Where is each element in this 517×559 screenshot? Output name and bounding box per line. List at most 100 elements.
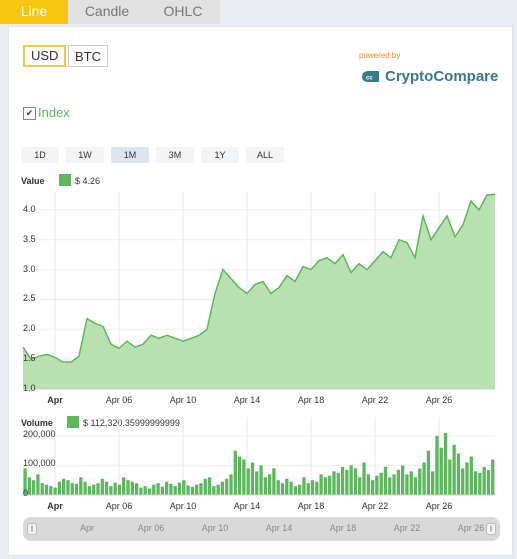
navigator-right-handle[interactable]: || xyxy=(486,523,496,535)
y-tick-label: 200,000 xyxy=(23,428,56,439)
volume-bar xyxy=(439,447,443,495)
x-tick-label: Apr 10 xyxy=(169,395,197,405)
volume-bar xyxy=(66,480,70,495)
volume-bar xyxy=(130,481,134,495)
y-tick-label: 2.0 xyxy=(23,323,36,334)
index-checkbox[interactable]: ✔ xyxy=(23,107,36,120)
volume-bar xyxy=(276,480,280,495)
volume-bar xyxy=(349,465,353,495)
navigator-label: Apr 22 xyxy=(393,523,421,533)
x-tick-label: Apr 18 xyxy=(297,395,325,405)
volume-bar xyxy=(220,481,225,495)
volume-bar xyxy=(62,478,66,495)
navigator-label: Apr 26 xyxy=(457,523,485,533)
volume-bar xyxy=(152,484,156,495)
volume-bar xyxy=(53,487,57,495)
volume-bar xyxy=(156,483,160,495)
volume-bar xyxy=(147,488,152,495)
volume-bar xyxy=(134,483,139,495)
volume-bar xyxy=(456,453,461,495)
volume-bar xyxy=(229,474,233,495)
volume-bar xyxy=(267,474,272,495)
volume-bar xyxy=(113,482,117,495)
range-1d-button[interactable]: 1D xyxy=(21,147,59,163)
navigator-label: Apr 10 xyxy=(201,523,229,533)
price-chart[interactable] xyxy=(9,27,512,555)
range-1y-button[interactable]: 1Y xyxy=(201,147,239,163)
navigator-label: Apr 06 xyxy=(137,523,165,533)
volume-bar xyxy=(379,472,383,495)
volume-bar xyxy=(173,486,177,495)
volume-bar xyxy=(160,486,164,495)
volume-bar xyxy=(207,477,212,495)
range-1w-button[interactable]: 1W xyxy=(66,147,104,163)
volume-bar xyxy=(298,484,302,495)
x-tick-label: Apr xyxy=(47,395,63,405)
volume-bar xyxy=(323,477,328,495)
brand-name: CryptoCompare xyxy=(385,68,499,85)
volume-bar xyxy=(169,483,173,495)
volume-bar xyxy=(70,483,74,495)
y-tick-label: 100,000 xyxy=(23,458,56,469)
x-tick-label: Apr 26 xyxy=(425,501,453,511)
volume-bar xyxy=(186,485,190,495)
x-tick-label: Apr 06 xyxy=(105,501,133,511)
volume-bar xyxy=(190,486,195,495)
volume-bar xyxy=(285,478,289,495)
y-tick-label: 3.5 xyxy=(23,233,36,244)
value-legend-text: $ 4.26 xyxy=(75,176,101,186)
volume-bar xyxy=(405,474,409,495)
volume-bar xyxy=(272,468,276,495)
volume-bar xyxy=(401,465,405,495)
tab-candle[interactable]: Candle xyxy=(84,3,130,19)
volume-bar xyxy=(117,484,122,495)
volume-bar xyxy=(212,486,216,495)
value-legend-label: Value xyxy=(21,176,45,186)
volume-bar xyxy=(177,482,182,495)
y-tick-label: 3.0 xyxy=(23,263,36,274)
volume-bar xyxy=(40,483,44,495)
tab-line[interactable]: Line xyxy=(0,0,68,24)
volume-bar xyxy=(44,484,49,495)
x-tick-label: Apr 18 xyxy=(297,501,325,511)
navigator-scrollbar[interactable]: || || Apr Apr 06 Apr 10 Apr 14 Apr 18 Ap… xyxy=(23,517,500,541)
range-1m-button[interactable]: 1M xyxy=(111,147,149,163)
volume-bar xyxy=(199,483,203,495)
volume-bar xyxy=(165,481,169,495)
tab-ohlc[interactable]: OHLC xyxy=(163,3,203,19)
usd-button[interactable]: USD xyxy=(23,45,67,67)
volume-bar xyxy=(79,477,83,495)
volume-bar xyxy=(482,466,486,495)
volume-bar xyxy=(319,474,323,495)
volume-bar xyxy=(280,483,285,495)
range-all-button[interactable]: ALL xyxy=(246,147,284,163)
svg-text:cc: cc xyxy=(366,76,373,82)
volume-bar xyxy=(306,483,310,495)
cryptocompare-mark-icon: cc xyxy=(362,71,379,82)
x-tick-label: Apr 26 xyxy=(425,395,453,405)
volume-bar xyxy=(422,462,426,495)
x-tick-label: Apr 22 xyxy=(361,501,389,511)
volume-bar xyxy=(452,444,456,495)
volume-bar xyxy=(100,478,104,495)
navigator-left-handle[interactable]: || xyxy=(27,523,37,535)
volume-bar xyxy=(259,465,263,495)
volume-bar xyxy=(388,477,392,495)
navigator-label: Apr xyxy=(79,523,95,533)
volume-bar xyxy=(74,483,79,495)
volume-bar xyxy=(122,477,126,495)
cryptocompare-logo[interactable]: cc CryptoCompare xyxy=(361,68,498,85)
volume-legend-swatch xyxy=(67,416,79,428)
volume-bar xyxy=(203,478,207,495)
volume-bar xyxy=(469,456,473,495)
y-tick-label: 1.0 xyxy=(23,383,36,393)
volume-bar xyxy=(293,486,298,495)
volume-bar xyxy=(92,484,96,495)
volume-bar xyxy=(473,471,478,495)
volume-legend-text: $ 112,320.35999999999 xyxy=(83,418,180,428)
volume-bar xyxy=(396,469,400,495)
btc-button[interactable]: BTC xyxy=(68,45,108,67)
volume-bar xyxy=(418,468,422,495)
volume-bar xyxy=(340,466,345,495)
range-3m-button[interactable]: 3M xyxy=(156,147,194,163)
